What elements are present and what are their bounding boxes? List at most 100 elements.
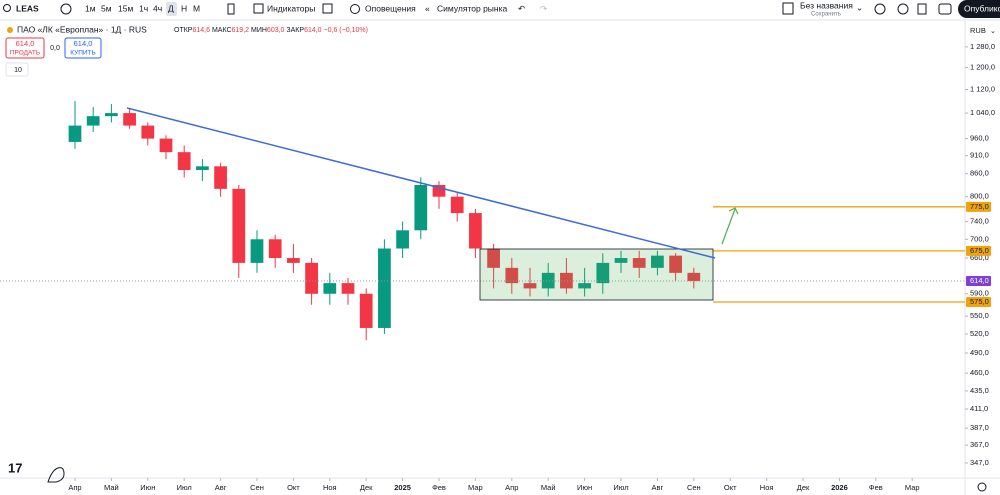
- candle-body: [232, 188, 246, 263]
- candle-body: [105, 113, 118, 117]
- y-tick-label: 910,0: [970, 151, 989, 160]
- volume-toggle[interactable]: 10: [14, 67, 22, 74]
- trend-line[interactable]: [126, 107, 716, 259]
- search-icon[interactable]: [3, 4, 11, 12]
- y-tick-label: 460,0: [970, 368, 989, 377]
- ohlc: ОТКР614,6 МАКС619,2 МИН603,0 ЗАКР614,0 −…: [174, 27, 368, 34]
- save-status: Сохранить: [811, 12, 841, 18]
- candle-body: [487, 248, 500, 268]
- currency-menu[interactable]: ⌄: [990, 28, 996, 35]
- candle-body: [541, 272, 555, 289]
- y-tick-label: 1 200,0: [970, 62, 995, 71]
- x-tick-label: Дек: [360, 483, 373, 492]
- undo[interactable]: ↶: [518, 3, 526, 13]
- x-tick-label: Окт: [724, 483, 737, 492]
- sell-label[interactable]: ПРОДАТЬ: [10, 50, 40, 57]
- interval[interactable]: Н: [181, 3, 187, 13]
- candle-body: [141, 125, 155, 139]
- y-tick-label: 960,0: [970, 134, 989, 143]
- add-symbol[interactable]: [60, 3, 72, 15]
- close-label: ЗАКР: [286, 27, 304, 34]
- interval[interactable]: 15м: [118, 3, 133, 13]
- drawings: [126, 107, 739, 301]
- spread: 0,0: [50, 45, 60, 52]
- high-label: МАКС: [212, 27, 232, 34]
- candle-body: [596, 262, 610, 284]
- fullscreen[interactable]: [917, 3, 927, 15]
- y-tick-label: 520,0: [970, 329, 989, 338]
- sell-button[interactable]: [5, 37, 45, 59]
- interval[interactable]: 5м: [101, 3, 112, 13]
- candle-body: [177, 152, 191, 170]
- settings[interactable]: [897, 3, 909, 15]
- candle-body: [323, 283, 337, 294]
- level-label: 775,0: [970, 202, 989, 211]
- symbol[interactable]: LEAS: [16, 3, 39, 13]
- arrow-head: [728, 207, 739, 215]
- level-label: 675,0: [970, 246, 989, 255]
- interval[interactable]: М: [193, 3, 200, 13]
- buy-label[interactable]: КУПИТЬ: [70, 50, 96, 57]
- layout-name[interactable]: Без названия: [800, 0, 853, 10]
- plot: 1 280,0 1 200,0 1 120,0 1 040,0 960,0 910,0 86…: [0, 42, 995, 492]
- axis-settings[interactable]: [977, 482, 987, 492]
- candle-body: [414, 184, 428, 231]
- interval-selected: [166, 2, 177, 16]
- candle-body: [341, 283, 355, 294]
- chart-type-icon[interactable]: [227, 3, 235, 15]
- symbol-logo: [7, 27, 13, 33]
- publish[interactable]: Опублико: [964, 3, 1000, 13]
- publish-button[interactable]: [958, 0, 1000, 18]
- alerts-icon[interactable]: [350, 4, 360, 14]
- candle-body: [578, 283, 591, 289]
- interval[interactable]: 4ч: [153, 3, 162, 13]
- layout-icon[interactable]: [782, 2, 794, 15]
- level-tag: [966, 296, 991, 307]
- x-tick-label: Ноя: [760, 483, 774, 492]
- templates-icon[interactable]: [322, 3, 333, 14]
- indicators-icon[interactable]: [253, 3, 264, 14]
- candle-body: [287, 258, 300, 263]
- y-tick-label: 1 280,0: [970, 42, 995, 51]
- x-tick-label: 2025: [394, 483, 411, 492]
- candle-body: [669, 255, 682, 273]
- candle-body: [432, 184, 446, 197]
- buy-price[interactable]: 614,0: [74, 39, 93, 48]
- buy-button[interactable]: [64, 37, 102, 59]
- interval[interactable]: 1ч: [139, 3, 148, 13]
- candle-body: [250, 239, 264, 263]
- layout-menu[interactable]: ⌄: [856, 2, 863, 12]
- candle-body: [268, 239, 282, 259]
- candle-body: [214, 166, 227, 189]
- forecast-arrow[interactable]: [721, 208, 736, 245]
- candle-body: [632, 258, 646, 268]
- simulator[interactable]: Симулятор рынка: [437, 3, 508, 13]
- level-tag: [966, 245, 991, 256]
- y-tick-label: 740,0: [970, 217, 989, 226]
- interval[interactable]: 1м: [85, 3, 96, 13]
- quick-search[interactable]: [874, 3, 886, 15]
- redo[interactable]: ↷: [540, 3, 548, 13]
- y-tick-label: 347,0: [970, 458, 989, 467]
- y-tick-label: 387,0: [970, 423, 989, 432]
- sell-price[interactable]: 614,0: [16, 39, 35, 48]
- volume-toggle-box[interactable]: [5, 62, 29, 77]
- x-tick-label: Окт: [287, 483, 300, 492]
- candle-body: [396, 230, 409, 249]
- interval[interactable]: Д: [168, 3, 174, 13]
- alerts[interactable]: Оповещения: [365, 3, 416, 13]
- candle-body: [68, 125, 82, 142]
- legend-title: ПАО «ЛК «Европлан» · 1Д · RUS: [17, 24, 147, 34]
- indicators[interactable]: Индикаторы: [267, 3, 315, 13]
- candle-body: [651, 255, 664, 268]
- snapshot[interactable]: [938, 3, 952, 15]
- replay-icon[interactable]: «: [425, 3, 430, 13]
- dino-icon: [47, 467, 65, 483]
- range-box[interactable]: [479, 248, 714, 301]
- candle-body: [523, 283, 537, 289]
- open: 614,6: [192, 27, 210, 34]
- x-tick-label: 2026: [831, 483, 848, 492]
- x-tick-label: Сен: [250, 483, 264, 492]
- x-tick-label: Авг: [215, 483, 227, 492]
